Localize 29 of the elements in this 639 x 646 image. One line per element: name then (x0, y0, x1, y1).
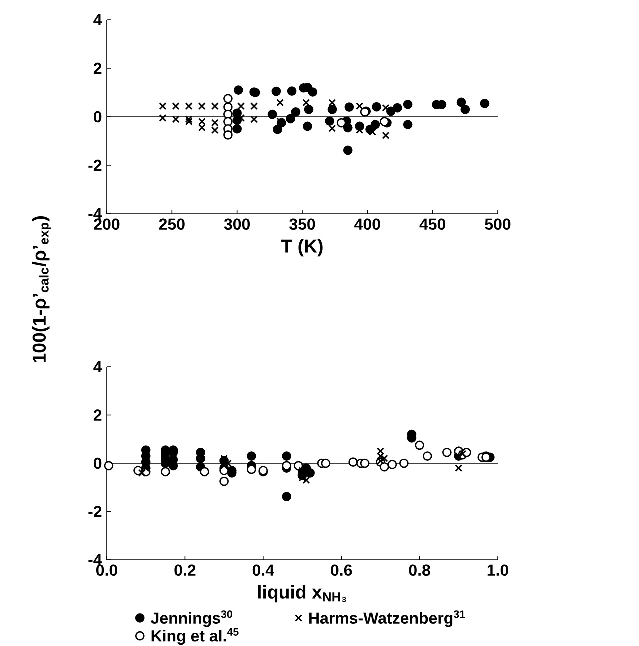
x-tick-label: 0.2 (174, 564, 196, 576)
y-tick-label: 2 (94, 62, 102, 74)
x-tick-label: 0.8 (409, 564, 430, 576)
x-tick-label: 200 (94, 218, 120, 230)
legend-label: King et al.$^{45}$ (152, 628, 239, 646)
x-axis-title: liquid x$_{NH₃}$ (258, 585, 347, 603)
y-tick-label: -4 (88, 208, 102, 220)
y-tick-label: 0 (94, 458, 102, 470)
y-tick-label: 4 (94, 362, 102, 373)
y-tick-label: -4 (88, 554, 102, 566)
y-tick-label: 4 (94, 14, 102, 26)
x-tick-label: 350 (290, 218, 316, 230)
x-tick-label: 0.4 (252, 564, 274, 576)
y-axis-title: 100(1-ρ’$_{calc}$/ρ’$_{exp}$) (32, 216, 52, 363)
x-tick-label: 400 (354, 218, 380, 230)
x-tick-label: 450 (420, 218, 446, 230)
x-axis-title: T (K) (281, 239, 323, 257)
x-tick-label: 0.0 (96, 564, 118, 576)
y-tick-label: -2 (88, 160, 102, 172)
x-tick-label: 250 (159, 218, 185, 230)
x-tick-label: 1.0 (488, 564, 508, 576)
y-tick-label: 0 (94, 111, 102, 123)
x-tick-label: 500 (485, 218, 511, 230)
x-tick-label: 0.6 (331, 564, 352, 576)
legend-label: Harms-Watzenberg$^{31}$ (310, 610, 466, 628)
x-tick-label: 300 (224, 218, 250, 230)
legend-label: Jennings$^{30}$ (151, 610, 232, 628)
y-tick-label: 2 (94, 410, 102, 421)
y-tick-label: -2 (88, 506, 102, 518)
